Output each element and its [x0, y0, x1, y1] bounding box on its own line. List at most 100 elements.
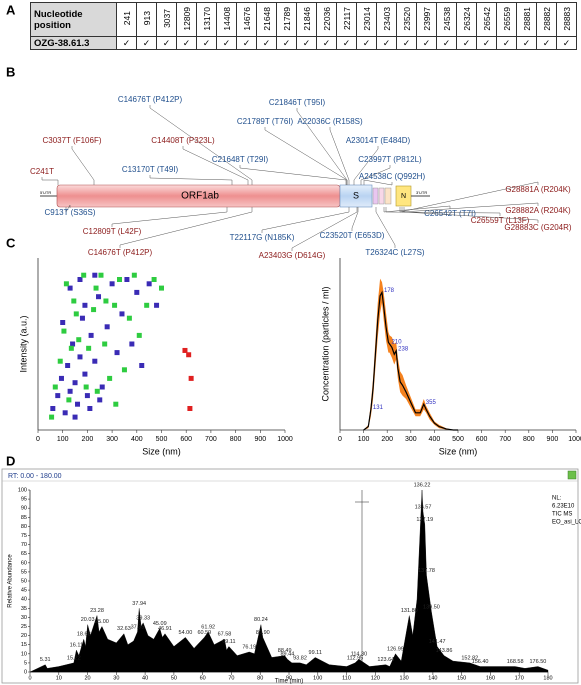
header-row: Nucleotide position 241 913 3037 12809 13170…: [30, 2, 577, 37]
y-tick-label: 5: [24, 660, 27, 666]
check-cell: ✓: [176, 36, 197, 50]
mutation-label: G28881A (R204K): [505, 185, 571, 194]
peak-label: 80.24: [254, 617, 268, 623]
check-cell: ✓: [536, 36, 557, 50]
leader-line: [119, 207, 253, 248]
y-tick-label: 25: [21, 624, 27, 630]
scatter-point: [91, 307, 97, 313]
x-tick-label: 40: [142, 675, 148, 681]
x-tick-label: 1000: [568, 436, 581, 443]
leader-line: [182, 146, 249, 185]
position-cell: 14408: [216, 2, 237, 37]
x-tick-label: 180: [543, 675, 552, 681]
peak-label: 18.68: [77, 632, 91, 638]
peak-label: 20.03: [81, 617, 95, 623]
check-cell: ✓: [496, 36, 517, 50]
x-tick-label: 600: [476, 436, 488, 443]
scatter-point: [146, 281, 152, 287]
leader-line: [360, 165, 391, 185]
scatter-point: [134, 289, 140, 295]
leader-line: [264, 127, 348, 185]
scatter-point: [71, 298, 77, 304]
x-tick-label: 900: [254, 436, 266, 443]
peak-label: 123.64: [377, 657, 394, 663]
scatter-point: [104, 324, 110, 330]
x-tick-label: 500: [156, 436, 168, 443]
check-cell: ✓: [156, 36, 177, 50]
scatter-point: [67, 388, 73, 394]
position-label: 21789: [281, 6, 292, 31]
mutation-label: G28883C (G204R): [504, 223, 571, 232]
x-tick-label: 700: [205, 436, 217, 443]
peak-label: 46.91: [158, 626, 172, 632]
position-label: 23520: [401, 6, 412, 31]
position-cell: 3037: [156, 2, 177, 37]
mutation-label: C13170T (T49I): [122, 165, 179, 174]
y-tick-label: 65: [21, 551, 27, 557]
x-tick-label: 800: [230, 436, 242, 443]
scatter-point: [70, 341, 76, 347]
peak-label: 93.82: [293, 655, 307, 661]
check-cell: ✓: [556, 36, 577, 50]
scatter-point: [88, 332, 94, 338]
scatter-point: [73, 311, 79, 317]
region-label: N: [401, 193, 406, 200]
position-cell: 23997: [416, 2, 437, 37]
scatter-point: [72, 380, 78, 386]
scatter-point: [96, 294, 102, 300]
mutation-label: T26324C (L27S): [365, 248, 424, 257]
scatter-point: [50, 406, 56, 411]
peak-label: 88.49: [278, 648, 292, 654]
peak-label: 37.94: [132, 601, 146, 607]
y-tick-label: 75: [21, 533, 27, 539]
position-label: 24538: [441, 6, 452, 31]
mutation-label: C21648T (T29I): [212, 155, 269, 164]
scatter-point: [102, 341, 108, 347]
check-cell: ✓: [256, 36, 277, 50]
peak-label: 45.09: [153, 621, 167, 627]
scatter-point: [49, 414, 55, 420]
peak-label: 355: [426, 400, 437, 406]
scatter-point: [83, 384, 89, 390]
scatter-point: [97, 397, 103, 403]
peak-label: 16.11: [70, 643, 83, 649]
position-label: 28881: [521, 6, 532, 31]
trace-info: 6.23E10: [552, 504, 575, 510]
peak-label: 137.78: [418, 568, 435, 574]
peak-label: 176.50: [530, 659, 547, 665]
leader-line: [375, 207, 396, 248]
mutation-label: C23997T (P812L): [358, 155, 422, 164]
peak-label: 141.47: [429, 639, 446, 645]
check-cell: ✓: [276, 36, 297, 50]
peak-label: 156.40: [472, 659, 489, 665]
scatter-point: [136, 332, 142, 338]
x-tick-label: 400: [131, 436, 143, 443]
check-cell: ✓: [296, 36, 317, 50]
check-cell: ✓: [456, 36, 477, 50]
position-label: 22036: [321, 6, 332, 31]
peak-label: 238: [398, 346, 409, 352]
scatter-point: [114, 350, 120, 356]
leader-line: [399, 181, 539, 213]
panel-frame: [1, 468, 579, 684]
position-cell: 13170: [196, 2, 217, 37]
peak-label: 136.22: [414, 482, 431, 488]
peak-label: 80.90: [256, 630, 270, 636]
y-axis-label: Relative Abundance: [8, 554, 14, 608]
y-tick-label: 70: [21, 542, 27, 548]
region-label: 3'UTR: [416, 190, 427, 195]
position-label: 913: [141, 11, 152, 26]
check-cell: ✓: [416, 36, 437, 50]
check-cell: ✓: [516, 36, 537, 50]
peak-label: 143.86: [436, 648, 453, 654]
leader-line: [383, 205, 451, 213]
scatter-point: [129, 341, 135, 347]
scatter-point: [63, 281, 69, 287]
y-tick-label: 50: [21, 578, 27, 584]
x-tick-label: 110: [342, 675, 351, 681]
x-tick-label: 400: [429, 436, 441, 443]
mutation-label: C14676T (P412P): [118, 95, 183, 104]
scatter-point: [77, 277, 83, 282]
scatter-point: [117, 277, 123, 282]
scatter-point: [93, 285, 99, 291]
